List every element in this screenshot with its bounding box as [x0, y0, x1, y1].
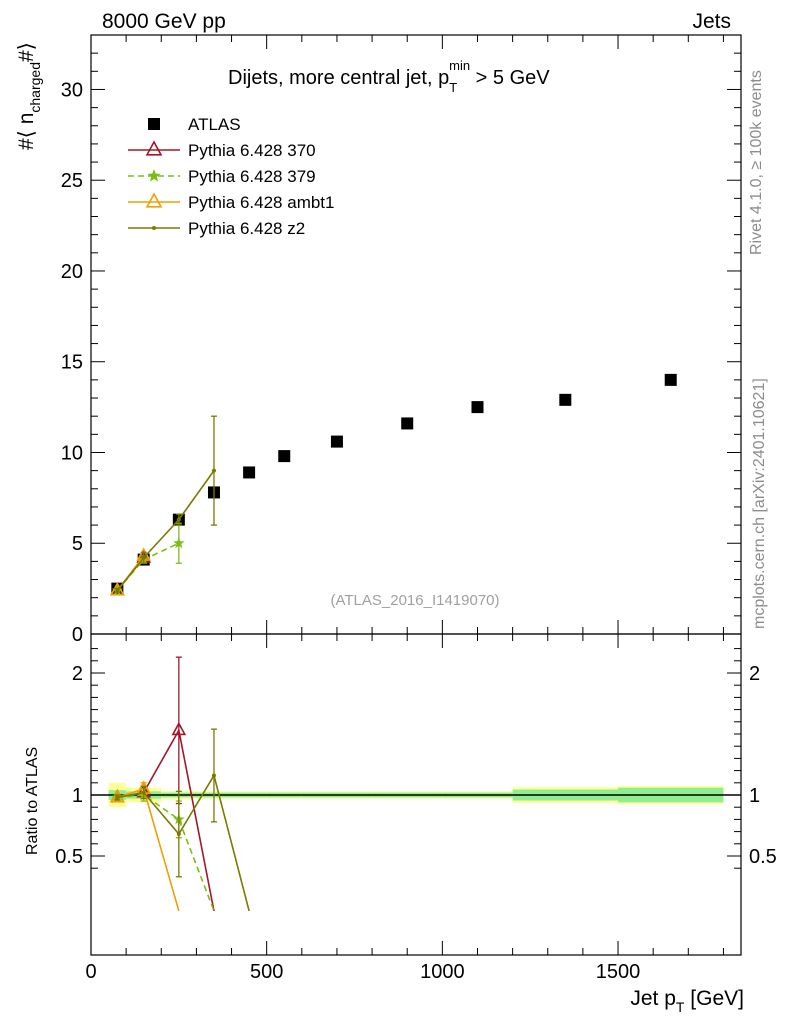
- x-tick-label: 0: [85, 961, 96, 983]
- data-point: [147, 169, 161, 182]
- data-point: [243, 466, 256, 479]
- series-line: [116, 470, 215, 591]
- ratio-series-line: [117, 794, 215, 912]
- data-point: [559, 393, 572, 406]
- ratio-y-tick-label-right: 1: [749, 785, 760, 807]
- data-point: [664, 373, 677, 386]
- y-tick-label: 0: [72, 624, 83, 646]
- ratio-series-pythia-6-428-379: [111, 788, 215, 912]
- series-pythia-6-428-z2: [114, 415, 217, 593]
- data-point: [173, 537, 185, 549]
- main-series: [110, 373, 677, 596]
- ratio-y-ticks: 0.5 0.5 1 1 2 2: [55, 648, 777, 869]
- y-tick-label: 15: [61, 352, 83, 374]
- data-point: [152, 226, 156, 230]
- data-point: [115, 588, 120, 593]
- data-point: [211, 468, 216, 473]
- rivet-label: Rivet 4.1.0, ≥ 100k events: [748, 70, 765, 255]
- legend-item: Pythia 6.428 z2: [128, 219, 305, 238]
- header-right: Jets: [692, 10, 731, 33]
- ratio-series-line: [117, 787, 180, 912]
- series-line: [116, 542, 180, 591]
- data-point: [110, 788, 125, 803]
- data-point: [401, 417, 414, 430]
- legend-label: Pythia 6.428 379: [188, 167, 316, 186]
- x-tick-label: 1000: [420, 961, 465, 983]
- data-point: [278, 450, 291, 463]
- legend-label: Pythia 6.428 ambt1: [188, 193, 334, 212]
- x-axis-label: Jet pT [GeV]: [630, 987, 744, 1015]
- legend-label: Pythia 6.428 z2: [188, 219, 305, 238]
- ratio-series-line: [117, 728, 215, 912]
- legend: ATLAS Pythia 6.428 370 Pythia 6.428 379 Pyt…: [128, 115, 334, 238]
- main-y-ticks: 0 5 10 15 20 25 30: [61, 34, 741, 646]
- data-point: [141, 790, 146, 795]
- data-point: [115, 795, 120, 800]
- data-point: [176, 832, 181, 837]
- ratio-series-pythia-6-428-370: [110, 656, 215, 912]
- data-point: [330, 435, 343, 448]
- ratio-y-axis-label: Ratio to ATLAS: [24, 747, 41, 855]
- plot-title: Dijets, more central jet, pTmin > 5 GeV: [228, 58, 550, 95]
- ratio-plot: 0.5 0.5 1 1 2 2 0 500 1000 1500 Ratio to ATLAS J…: [24, 633, 777, 1015]
- main-y-axis-label: #⟨ ncharged#⟩: [15, 42, 43, 150]
- series-atlas: [111, 373, 677, 595]
- data-point: [141, 555, 146, 560]
- data-point: [211, 773, 216, 778]
- x-tick-label: 1500: [596, 961, 641, 983]
- y-tick-label: 25: [61, 170, 83, 192]
- ratio-series: [110, 656, 250, 912]
- legend-item: Pythia 6.428 379: [128, 167, 316, 186]
- main-plot: 0 5 10 15 20 25 30 Dijets, more central jet, p…: [15, 34, 742, 646]
- ratio-y-tick-label: 2: [72, 663, 83, 685]
- legend-label: ATLAS: [188, 115, 241, 134]
- data-point: [471, 401, 484, 414]
- ratio-series-pythia-6-428-z2: [114, 728, 250, 912]
- ratio-x-ticks: 0 500 1000 1500: [85, 634, 724, 983]
- ratio-y-tick-label: 1: [72, 785, 83, 807]
- ratio-y-tick-label-right: 0.5: [749, 846, 777, 868]
- y-tick-label: 20: [61, 261, 83, 283]
- y-tick-label: 5: [72, 533, 83, 555]
- x-tick-label: 500: [250, 961, 283, 983]
- header-left: 8000 GeV pp: [102, 10, 226, 33]
- data-point: [148, 118, 160, 130]
- y-tick-label: 10: [61, 442, 83, 464]
- mcplots-label: mcplots.cern.ch [arXiv:2401.10621]: [751, 378, 768, 629]
- y-tick-label: 30: [61, 79, 83, 101]
- legend-label: Pythia 6.428 370: [188, 141, 316, 160]
- main-x-ticks: [90, 35, 724, 634]
- ratio-y-tick-label-right: 2: [749, 663, 760, 685]
- ratio-y-tick-label: 0.5: [55, 846, 83, 868]
- data-point: [145, 140, 163, 156]
- watermark: (ATLAS_2016_I1419070): [330, 592, 499, 609]
- data-point: [176, 517, 181, 522]
- data-point: [145, 192, 163, 208]
- legend-item: Pythia 6.428 370: [128, 140, 316, 160]
- data-point: [171, 721, 187, 736]
- legend-item: Pythia 6.428 ambt1: [128, 192, 334, 212]
- legend-item: ATLAS: [148, 115, 241, 134]
